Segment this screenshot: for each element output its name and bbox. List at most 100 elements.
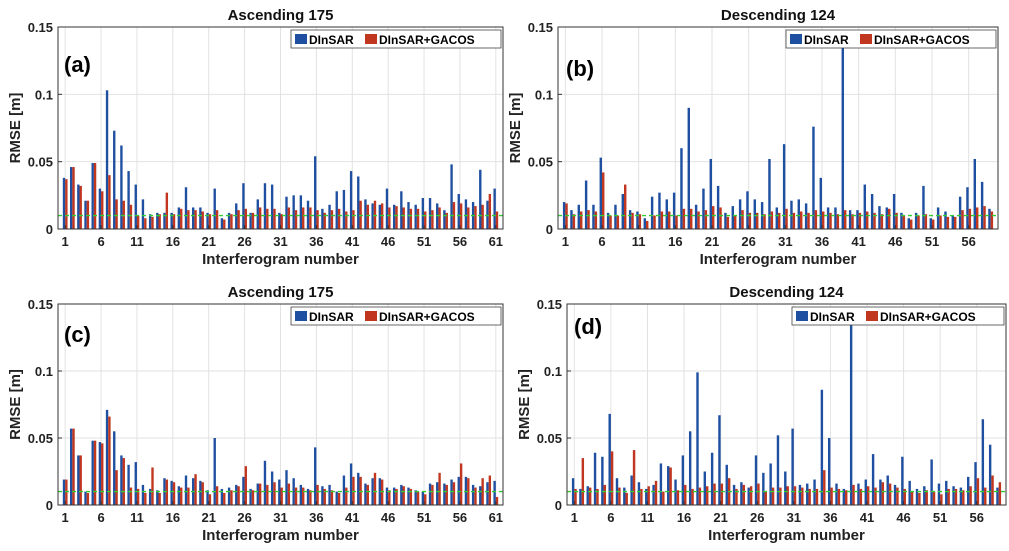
bar-gacos xyxy=(208,494,212,505)
bar-gacos xyxy=(814,210,818,229)
bar-gacos xyxy=(79,455,82,505)
bar-dinsar xyxy=(718,415,721,505)
bar-dinsar xyxy=(443,210,446,229)
bar-gacos xyxy=(638,214,642,229)
legend-swatch-gacos xyxy=(365,311,377,321)
bar-gacos xyxy=(144,218,147,229)
bar-dinsar xyxy=(450,164,453,229)
bar-dinsar xyxy=(69,167,73,229)
bar-dinsar xyxy=(328,484,331,505)
bar-gacos xyxy=(596,488,599,505)
x-tick-label: 31 xyxy=(273,234,287,249)
bar-dinsar xyxy=(769,463,772,505)
bar-gacos xyxy=(918,492,921,505)
bar-gacos xyxy=(609,215,612,229)
bar-gacos xyxy=(187,487,190,505)
x-tick-label: 6 xyxy=(97,510,104,525)
bar-gacos xyxy=(954,488,958,505)
bar-dinsar xyxy=(841,47,844,230)
y-axis-label: RMSE [m] xyxy=(516,369,533,440)
bar-gacos xyxy=(438,472,441,505)
x-tick-label: 21 xyxy=(713,510,727,525)
bar-dinsar xyxy=(775,207,778,229)
bar-gacos xyxy=(93,440,97,505)
legend-box xyxy=(785,29,997,49)
bar-gacos xyxy=(682,208,686,229)
bar-gacos xyxy=(969,486,972,505)
bar-gacos xyxy=(823,470,826,505)
legend-swatch-dinsar xyxy=(295,311,307,321)
bar-gacos xyxy=(815,488,819,505)
bar-dinsar xyxy=(249,212,252,229)
legend-label-dinsar: DInSAR xyxy=(810,310,855,324)
bar-gacos xyxy=(144,492,147,505)
legend-swatch-dinsar xyxy=(295,34,307,44)
bar-dinsar xyxy=(407,487,410,505)
bar-dinsar xyxy=(879,479,882,505)
bar-dinsar xyxy=(134,462,137,505)
bar-dinsar xyxy=(414,490,417,505)
bar-gacos xyxy=(416,491,420,505)
bar-dinsar xyxy=(650,196,654,229)
bar-gacos xyxy=(294,487,298,505)
bar-gacos xyxy=(976,207,979,229)
bar-gacos xyxy=(431,210,434,229)
bar-dinsar xyxy=(834,207,837,229)
bar-gacos xyxy=(801,487,804,505)
bar-dinsar xyxy=(945,480,948,505)
bar-dinsar xyxy=(120,455,123,505)
bar-dinsar xyxy=(292,478,295,505)
bar-dinsar xyxy=(471,484,475,505)
bar-dinsar xyxy=(299,484,303,505)
bar-gacos xyxy=(345,211,348,229)
bar-dinsar xyxy=(900,212,903,229)
bar-dinsar xyxy=(421,198,425,229)
bar-gacos xyxy=(873,212,876,229)
bar-gacos xyxy=(698,487,702,505)
bar-dinsar xyxy=(378,478,381,505)
bar-gacos xyxy=(108,175,111,229)
bar-gacos xyxy=(158,492,161,505)
bar-gacos xyxy=(416,208,420,229)
bar-dinsar xyxy=(688,431,692,505)
x-tick-label: 36 xyxy=(823,510,837,525)
bar-dinsar xyxy=(570,210,573,229)
bar-gacos xyxy=(280,487,283,505)
bar-dinsar xyxy=(842,488,846,505)
bar-dinsar xyxy=(907,218,910,229)
bar-gacos xyxy=(800,211,803,229)
bar-gacos xyxy=(888,483,892,505)
bar-gacos xyxy=(388,207,391,229)
bar-dinsar xyxy=(285,470,288,505)
bar-dinsar xyxy=(443,483,446,505)
bar-gacos xyxy=(961,210,964,229)
bar-gacos xyxy=(763,214,766,229)
bar-gacos xyxy=(474,206,477,229)
bar-dinsar xyxy=(170,212,173,229)
bar-dinsar xyxy=(263,183,267,229)
bar-gacos xyxy=(287,207,291,229)
bar-dinsar xyxy=(930,459,933,505)
bar-dinsar xyxy=(892,193,896,229)
bar-dinsar xyxy=(636,211,639,229)
legend: DInSAR DInSAR+GACOS xyxy=(785,29,997,49)
bar-dinsar xyxy=(184,475,188,505)
bar-gacos xyxy=(323,488,326,505)
legend-label-gacos: DInSAR+GACOS xyxy=(379,310,475,324)
bar-gacos xyxy=(215,210,219,229)
bar-gacos xyxy=(86,492,90,505)
bar-dinsar xyxy=(278,212,281,229)
x-tick-label: 41 xyxy=(851,234,865,249)
bar-dinsar xyxy=(77,184,80,229)
bar-dinsar xyxy=(643,218,646,229)
bar-gacos xyxy=(602,172,605,229)
bar-dinsar xyxy=(754,455,758,505)
bar-gacos xyxy=(741,210,744,229)
bar-gacos xyxy=(108,416,111,505)
legend: DInSAR DInSAR+GACOS xyxy=(791,306,1005,326)
y-tick-label: 0 xyxy=(555,498,562,513)
bar-dinsar xyxy=(753,199,756,229)
bar-gacos xyxy=(757,483,760,505)
bar-gacos xyxy=(273,208,276,229)
